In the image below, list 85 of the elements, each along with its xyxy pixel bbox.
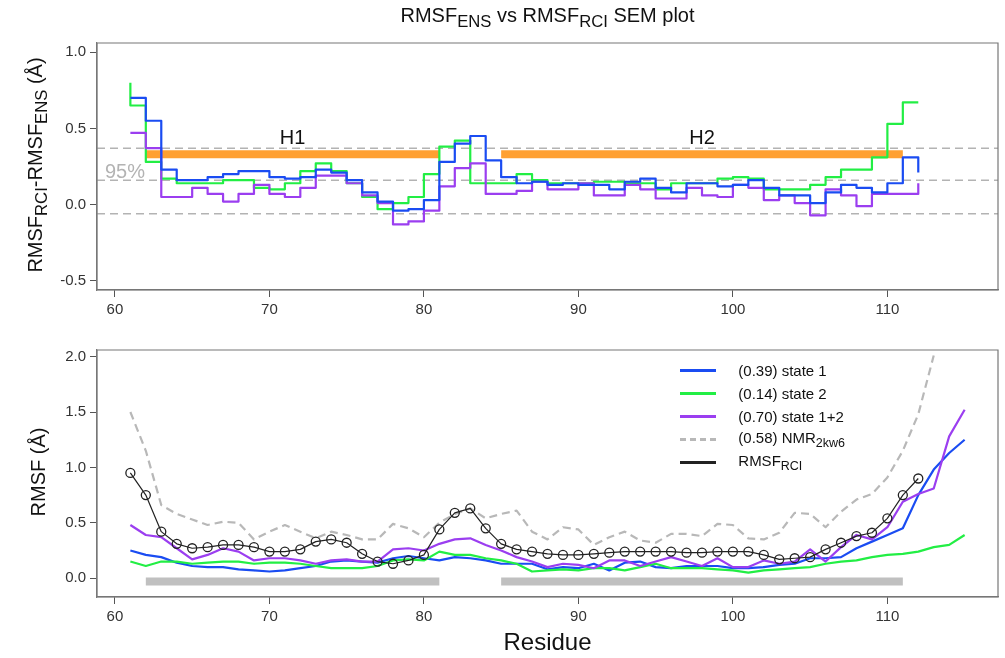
x-tick-label: 80 — [415, 300, 433, 318]
point — [480, 523, 491, 534]
x-tick-label: 60 — [106, 300, 124, 318]
point — [356, 548, 368, 559]
y-tick-label: 1.0 — [65, 457, 86, 475]
point — [125, 467, 136, 479]
y-tick-label: -0.5 — [60, 270, 86, 288]
legend-label: (0.39) state 1 — [738, 362, 827, 379]
point — [372, 556, 383, 567]
x-tick-label: 100 — [720, 300, 746, 318]
point — [233, 539, 244, 551]
point — [434, 524, 445, 535]
point — [774, 554, 785, 565]
point — [635, 546, 646, 557]
point — [727, 546, 739, 557]
x-tick-label: 90 — [570, 607, 587, 625]
point — [820, 544, 831, 555]
y-tick-label: 0.0 — [65, 568, 86, 586]
x-axis-title: Residue — [502, 628, 593, 656]
point — [418, 549, 430, 561]
x-tick-label: 80 — [415, 607, 433, 625]
point — [650, 546, 661, 557]
point — [187, 543, 198, 554]
x-tick-label: 60 — [106, 607, 124, 625]
x-tick-label: 90 — [570, 300, 587, 318]
point — [496, 538, 507, 549]
y-tick-label: 0.5 — [65, 118, 86, 136]
point — [295, 544, 306, 555]
x-tick-label: 100 — [720, 607, 746, 625]
x-tick-label: 70 — [261, 607, 278, 625]
point — [326, 534, 337, 545]
point — [804, 551, 816, 563]
point — [341, 537, 352, 548]
point — [465, 503, 476, 514]
point — [913, 473, 924, 484]
point — [588, 548, 599, 559]
point — [310, 536, 321, 547]
point — [758, 549, 769, 561]
point — [681, 547, 692, 558]
y-tick-label: 2.0 — [65, 346, 86, 364]
point — [712, 546, 723, 557]
legend-label: (0.58) NMR$_{2kw6}$ — [738, 429, 845, 450]
legend-label: (0.14) state 2 — [738, 385, 827, 402]
chart-title: RMSF$_{ENS}$ vs RMSF$_{RCI}$ SEM plot — [399, 4, 696, 32]
y-tick-label: 0.0 — [65, 194, 86, 212]
point — [387, 558, 399, 569]
point — [542, 548, 553, 559]
point — [882, 513, 893, 524]
y-tick-label: 1.5 — [65, 402, 86, 420]
point — [279, 546, 291, 557]
series-label: H1 — [279, 125, 306, 148]
point — [248, 542, 260, 553]
point — [171, 538, 182, 549]
point — [140, 489, 151, 501]
point — [526, 546, 538, 557]
x-tick-label: 110 — [875, 300, 900, 318]
annotation: 95% — [105, 160, 146, 183]
point — [897, 489, 908, 501]
point — [851, 530, 862, 542]
point — [449, 507, 460, 518]
y-tick-label: 1.0 — [65, 42, 86, 60]
y-tick-label: 0.5 — [65, 512, 86, 530]
point — [866, 527, 878, 538]
line-series — [129, 354, 935, 547]
point — [835, 537, 847, 548]
point — [403, 555, 414, 566]
x-tick-label: 110 — [875, 607, 900, 625]
point — [202, 542, 213, 553]
point — [789, 553, 800, 564]
x-tick-label: 70 — [261, 300, 278, 318]
point — [557, 549, 569, 561]
legend-label: (0.70) state 1+2 — [738, 408, 844, 425]
point — [156, 526, 167, 537]
point — [573, 549, 584, 561]
point — [696, 547, 708, 558]
point — [665, 546, 677, 557]
point — [264, 546, 275, 557]
point — [743, 546, 754, 557]
series-label: H2 — [689, 125, 715, 148]
point — [511, 544, 522, 555]
legend-label: RMSF$_{RCI}$ — [738, 452, 803, 473]
point — [619, 546, 630, 557]
point — [217, 539, 229, 551]
point — [604, 547, 615, 558]
y-axis-title: RMSF (Å) — [26, 427, 50, 517]
